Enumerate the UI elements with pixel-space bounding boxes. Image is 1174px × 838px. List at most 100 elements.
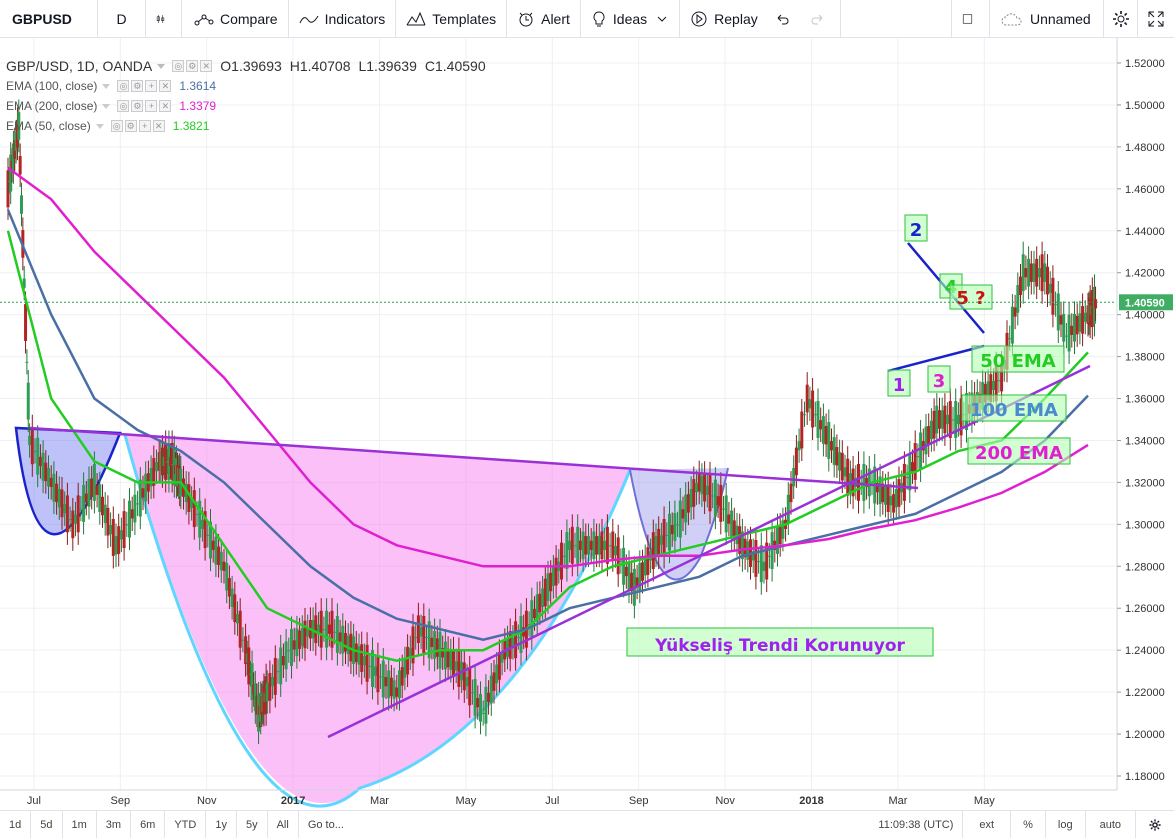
- candle-body: [360, 644, 364, 672]
- interval-button[interactable]: D: [98, 0, 146, 38]
- candle-body: [41, 452, 45, 481]
- candle-body: [997, 380, 1001, 382]
- range-1y[interactable]: 1y: [206, 810, 237, 838]
- chevron-down-icon[interactable]: [101, 102, 111, 110]
- candle-body: [646, 547, 650, 575]
- candle-body: [587, 536, 590, 555]
- goto-button[interactable]: Go to...: [307, 818, 344, 831]
- candle-body: [111, 519, 115, 556]
- ema50-controls[interactable]: ◎ ⚙ + ✕: [110, 120, 167, 132]
- candle-body: [857, 463, 860, 501]
- ema200-controls[interactable]: ◎ ⚙ + ✕: [117, 100, 173, 112]
- range-1d[interactable]: 1d: [0, 810, 32, 838]
- log-toggle[interactable]: log: [1046, 810, 1086, 838]
- candle-body: [38, 456, 42, 467]
- candle-body: [47, 467, 50, 487]
- range-6m[interactable]: 6m: [131, 810, 166, 838]
- auto-toggle[interactable]: auto: [1086, 810, 1136, 838]
- candle-body: [217, 546, 221, 566]
- candle-body: [576, 526, 580, 564]
- replay-icon: [691, 11, 707, 26]
- candle-body: [875, 483, 879, 493]
- trend-text-label-box: [626, 627, 934, 657]
- candle-body: [1070, 325, 1074, 335]
- price-tick-label: 1.22000: [1125, 687, 1165, 699]
- candle-body: [76, 495, 80, 533]
- candle-body: [92, 463, 96, 501]
- candle-body: [705, 485, 709, 495]
- candle-body: [209, 521, 212, 559]
- candle-body: [722, 508, 725, 510]
- candle-body: [1046, 266, 1049, 295]
- ema100-legend-value: 1.3614: [179, 79, 217, 93]
- ema200-line: [7, 166, 1089, 568]
- candle-body: [298, 630, 302, 649]
- ideas-button[interactable]: Ideas: [581, 0, 681, 38]
- layout-name-button[interactable]: Unnamed: [990, 0, 1104, 38]
- price-tick-label: 1.34000: [1125, 435, 1165, 447]
- fullscreen-toggle-button[interactable]: [952, 0, 990, 38]
- candle-body: [244, 636, 248, 665]
- candle-body: [506, 638, 509, 657]
- alert-icon: [519, 12, 533, 26]
- candle-body: [411, 626, 415, 664]
- candle-body: [1019, 276, 1022, 296]
- trend-text-label: Yükseliş Trendi Korunuyor: [626, 627, 934, 657]
- candle-body: [268, 673, 272, 701]
- templates-label: Templates: [432, 10, 497, 27]
- candle-body: [253, 683, 257, 712]
- percent-toggle[interactable]: %: [1011, 810, 1046, 838]
- candle-body: [562, 555, 566, 557]
- price-tick-label: 1.38000: [1125, 352, 1165, 364]
- candle-body: [657, 528, 661, 557]
- expand-button[interactable]: [1138, 0, 1174, 38]
- legend-main-row: GBP/USD, 1D, OANDA ◎ ⚙ ✕ O1.39693 H1.40708…: [6, 56, 494, 76]
- price-tick-label: 1.42000: [1125, 268, 1165, 280]
- candle-body: [250, 663, 254, 701]
- settings-button[interactable]: [1104, 0, 1138, 38]
- chart-style-button[interactable]: [146, 0, 182, 38]
- candle-body: [160, 447, 164, 476]
- alert-button[interactable]: Alert: [507, 0, 581, 38]
- time-tick-label: 2017: [281, 795, 305, 807]
- candle-body: [26, 382, 30, 420]
- candle-body: [800, 411, 804, 449]
- candle-body: [422, 615, 426, 653]
- ema100-controls[interactable]: ◎ ⚙ + ✕: [117, 80, 173, 92]
- range-ytd[interactable]: YTD: [165, 810, 207, 838]
- candle-body: [924, 426, 928, 455]
- range-5y[interactable]: 5y: [237, 810, 268, 838]
- indicators-button[interactable]: Indicators: [289, 0, 397, 38]
- candle-body: [465, 677, 469, 687]
- legend-controls[interactable]: ◎ ⚙ ✕: [172, 60, 214, 72]
- candle-body: [165, 461, 169, 463]
- chevron-down-icon[interactable]: [101, 82, 111, 90]
- templates-button[interactable]: Templates: [396, 0, 508, 38]
- redo-button[interactable]: [802, 0, 841, 38]
- candle-body: [225, 562, 229, 591]
- range-3m[interactable]: 3m: [97, 810, 132, 838]
- chevron-down-icon[interactable]: [95, 122, 105, 130]
- candle-body: [554, 557, 558, 586]
- candle-body: [827, 422, 831, 459]
- candle-body: [622, 547, 626, 585]
- ext-toggle[interactable]: ext: [963, 810, 1012, 838]
- candle-body: [144, 473, 148, 502]
- candle-body: [611, 531, 615, 560]
- chevron-down-icon[interactable]: [156, 62, 166, 70]
- range-all[interactable]: All: [268, 810, 299, 838]
- candle-body: [414, 637, 418, 639]
- candle-body: [470, 692, 474, 694]
- range-5d[interactable]: 5d: [31, 810, 63, 838]
- symbol-search-button[interactable]: GBPUSD: [0, 0, 98, 38]
- range-1m[interactable]: 1m: [63, 810, 97, 838]
- candle-body: [373, 666, 377, 676]
- replay-button[interactable]: Replay: [680, 0, 768, 38]
- undo-button[interactable]: [768, 0, 802, 38]
- wave-2-label: 2: [904, 214, 928, 242]
- utc-clock[interactable]: 11:09:38 (UTC): [869, 810, 964, 838]
- bottom-settings-button[interactable]: [1136, 811, 1174, 838]
- compare-button[interactable]: Compare: [182, 0, 289, 38]
